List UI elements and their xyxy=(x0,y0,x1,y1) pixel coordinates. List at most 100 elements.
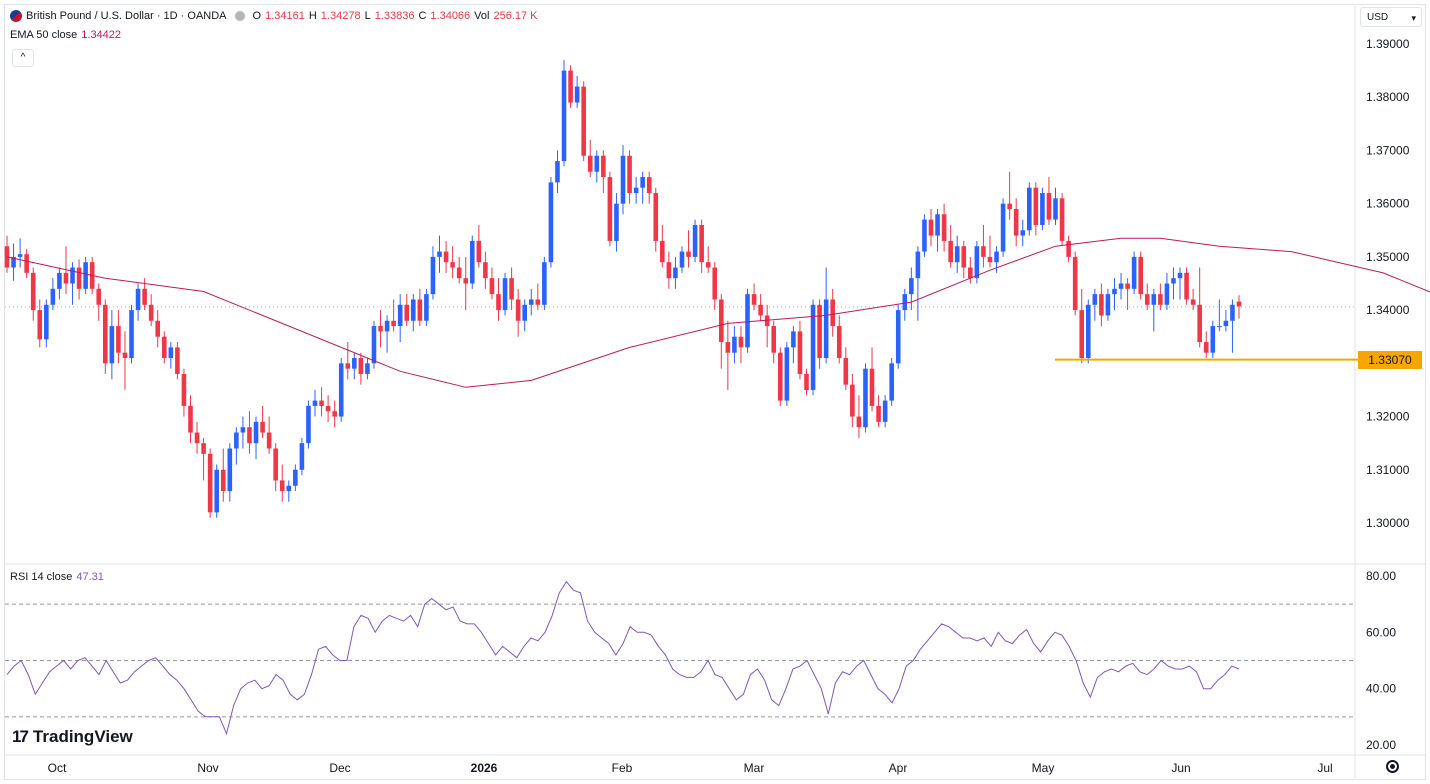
candle-body xyxy=(148,304,154,321)
candle-body xyxy=(948,240,953,263)
candle-body xyxy=(17,254,23,257)
candle-body xyxy=(574,86,580,103)
candle-body xyxy=(1223,320,1229,327)
candle-body xyxy=(568,70,573,103)
tradingview-logo[interactable]: 17 TradingView xyxy=(12,727,133,747)
candle-body xyxy=(1020,230,1026,236)
candle-body xyxy=(889,363,894,401)
candle-body xyxy=(915,251,921,279)
candle-body xyxy=(207,453,213,513)
candle-body xyxy=(1027,187,1032,231)
rsi-tick-label: 40.00 xyxy=(1366,682,1396,696)
candle-body xyxy=(1040,193,1045,225)
collapse-legend-button[interactable]: ^ xyxy=(12,49,34,67)
candle-body xyxy=(1013,208,1019,236)
candle-body xyxy=(614,203,619,241)
rsi-tick-label: 20.00 xyxy=(1366,738,1396,752)
candle-body xyxy=(1177,272,1183,279)
candle-body xyxy=(895,310,901,364)
candle-body xyxy=(44,304,49,340)
candle-body xyxy=(791,331,796,348)
candle-body xyxy=(417,299,423,321)
price-tick-label: 1.38000 xyxy=(1366,90,1410,104)
candle-body xyxy=(378,326,383,332)
candle-body xyxy=(797,331,803,374)
price-tick-label: 1.37000 xyxy=(1366,143,1410,157)
candle-body xyxy=(175,347,180,374)
time-axis-label: Jun xyxy=(1171,761,1190,775)
candle-body xyxy=(1007,203,1012,209)
candle-body xyxy=(1131,256,1137,289)
candle-body xyxy=(974,246,980,279)
candle-body xyxy=(312,400,318,406)
candle-body xyxy=(902,294,908,311)
candle-body xyxy=(293,469,298,486)
candle-body xyxy=(522,304,527,321)
candle-body xyxy=(188,405,193,433)
chevron-down-icon: ▾ xyxy=(1411,13,1416,23)
candle-body xyxy=(122,352,128,359)
chevron-up-icon: ^ xyxy=(20,52,26,63)
symbol-title[interactable]: British Pound / U.S. Dollar · 1D · OANDA xyxy=(26,10,227,22)
ema-50-line xyxy=(6,237,1430,388)
candle-body xyxy=(869,368,875,406)
low-label: L xyxy=(364,10,371,22)
candle-body xyxy=(214,469,219,513)
candle-body xyxy=(365,363,370,374)
candle-body xyxy=(11,256,16,268)
candle-body xyxy=(909,278,914,295)
candle-body xyxy=(587,155,593,172)
candle-body xyxy=(581,86,586,156)
candle-body xyxy=(483,262,488,279)
candle-body xyxy=(57,272,62,289)
candle-body xyxy=(850,384,855,417)
price-tick-label: 1.32000 xyxy=(1366,410,1410,424)
currency-select[interactable]: USD ▾ xyxy=(1360,7,1422,27)
rsi-legend[interactable]: RSI 14 close 47.31 xyxy=(10,571,104,583)
time-axis-label: Jul xyxy=(1317,761,1332,775)
candle-body xyxy=(358,358,364,374)
candle-body xyxy=(30,272,36,311)
candle-body xyxy=(1053,198,1058,220)
candle-body xyxy=(745,294,750,348)
candle-body xyxy=(4,246,10,268)
candle-body xyxy=(1217,326,1222,328)
candle-body xyxy=(404,304,410,321)
gear-icon[interactable] xyxy=(1386,760,1399,773)
candle-body xyxy=(391,320,396,327)
candle-body xyxy=(220,469,226,492)
candle-body xyxy=(1000,203,1006,252)
candle-body xyxy=(306,405,311,444)
candle-body xyxy=(437,251,442,257)
candle-body xyxy=(856,416,862,428)
candle-body xyxy=(1125,283,1130,289)
candle-body xyxy=(876,405,881,422)
candle-body xyxy=(63,272,69,284)
candle-body xyxy=(96,288,102,305)
candle-body xyxy=(194,432,200,444)
candle-body xyxy=(777,352,783,401)
candle-body xyxy=(686,251,691,257)
ema-legend[interactable]: EMA 50 close 1.34422 xyxy=(10,29,121,41)
candle-body xyxy=(725,342,731,353)
candle-body xyxy=(601,155,606,178)
candle-body xyxy=(528,299,534,305)
time-axis-label: Dec xyxy=(329,761,350,775)
candle-body xyxy=(1105,294,1111,316)
candle-body xyxy=(719,299,724,343)
candle-body xyxy=(286,485,292,492)
candle-body xyxy=(666,262,672,279)
candle-body xyxy=(109,326,115,364)
flag-icon xyxy=(10,10,22,22)
currency-value: USD xyxy=(1367,12,1389,23)
candle-body xyxy=(456,267,462,279)
candle-body xyxy=(161,336,167,359)
candle-body xyxy=(332,411,337,417)
candle-body xyxy=(1171,278,1176,284)
candle-body xyxy=(1046,193,1052,220)
candle-body xyxy=(1210,326,1216,353)
open-label: O xyxy=(252,10,262,22)
market-status-icon[interactable] xyxy=(234,11,245,21)
candle-body xyxy=(489,278,495,295)
